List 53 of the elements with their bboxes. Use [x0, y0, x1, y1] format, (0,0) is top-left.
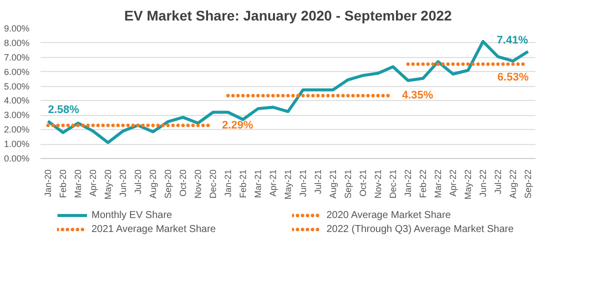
- legend-label: 2020 Average Market Share: [326, 208, 452, 222]
- x-tick-label: Jan-22: [403, 169, 413, 198]
- legend-label: 2021 Average Market Share: [92, 222, 217, 236]
- x-tick-label: Sep-21: [343, 169, 353, 199]
- x-tick-label: Apr-20: [88, 170, 98, 197]
- x-tick-label: Jun-21: [298, 169, 308, 198]
- x-tick-label: Jan-21: [223, 169, 233, 198]
- y-tick-label: 7.00%: [4, 52, 30, 62]
- x-tick-label: Oct-21: [358, 169, 368, 197]
- y-tick-label: 9.00%: [4, 24, 30, 34]
- y-tick-label: 2.00%: [4, 124, 30, 135]
- x-tick-label: Jun-22: [478, 169, 488, 198]
- y-tick-label: 8.00%: [4, 38, 30, 48]
- y-tick-label: 0.00%: [4, 154, 30, 164]
- x-tick-label: Aug-22: [508, 169, 518, 199]
- data-label: 7.41%: [496, 34, 528, 46]
- x-tick-label: Feb-21: [238, 169, 248, 198]
- y-tick-label: 1.00%: [4, 139, 30, 150]
- x-tick-label: Apr-21: [268, 170, 278, 197]
- x-tick-label: Mar-22: [433, 169, 443, 198]
- x-tick-label: Jul-20: [133, 169, 143, 194]
- x-tick-label: May-20: [103, 169, 113, 200]
- x-tick-label: Feb-22: [418, 169, 428, 198]
- x-tick-label: May-21: [283, 169, 293, 200]
- data-label: 4.35%: [402, 90, 434, 102]
- x-tick-label: Dec-20: [208, 169, 218, 199]
- x-tick-label: Jul-21: [313, 169, 323, 194]
- data-label: 6.53%: [497, 71, 529, 84]
- x-tick-label: Jan-20: [43, 169, 53, 198]
- x-tick-label: Sep-22: [523, 169, 533, 199]
- x-tick-label: Sep-20: [163, 169, 173, 199]
- y-tick-label: 5.00%: [4, 81, 30, 92]
- x-tick-label: Mar-20: [73, 169, 83, 198]
- y-tick-label: 6.00%: [4, 66, 30, 77]
- x-tick-label: Dec-21: [388, 169, 398, 199]
- x-tick-label: May-22: [463, 169, 473, 200]
- y-tick-label: 4.00%: [4, 96, 30, 106]
- x-tick-label: Nov-21: [373, 169, 383, 199]
- data-label: 2.29%: [222, 119, 254, 132]
- legend-label: 2022 (Through Q3) Average Market Share: [326, 222, 515, 236]
- x-tick-label: Aug-20: [148, 169, 158, 199]
- legend-label: Monthly EV Share: [92, 208, 174, 222]
- chart-title: EV Market Share: January 2020 - September 2022: [124, 8, 452, 24]
- x-tick-label: Jul-22: [493, 169, 503, 194]
- x-tick-label: Nov-20: [193, 169, 203, 199]
- y-tick-label: 3.00%: [4, 110, 30, 120]
- x-tick-label: Oct-20: [178, 169, 188, 197]
- x-tick-label: Apr-22: [448, 170, 458, 197]
- x-tick-label: Feb-20: [58, 169, 68, 198]
- data-label: 2.58%: [48, 104, 80, 116]
- x-tick-label: Jun-20: [118, 169, 128, 198]
- x-tick-label: Mar-21: [253, 169, 263, 198]
- x-tick-label: Aug-21: [328, 169, 338, 199]
